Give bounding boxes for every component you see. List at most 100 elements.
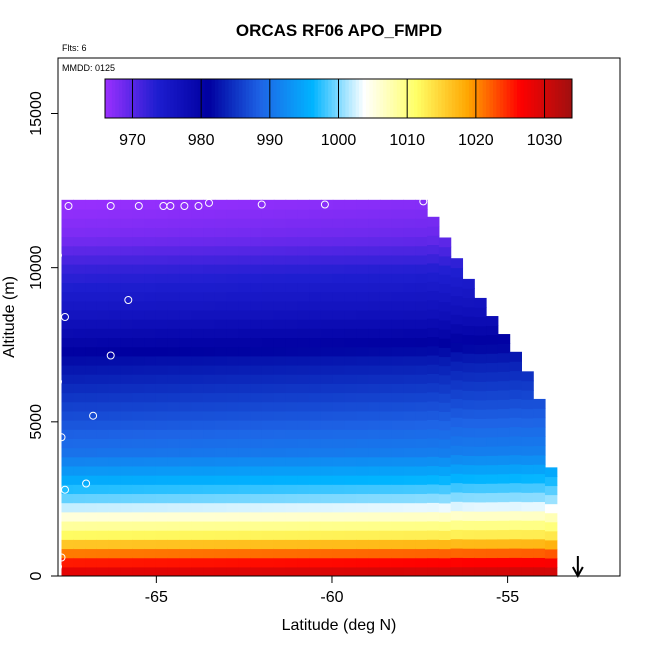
colorbar-swatch (468, 79, 473, 118)
heatmap-cell (332, 429, 346, 439)
heatmap-cell (344, 309, 357, 320)
heatmap-cell (474, 353, 487, 364)
heatmap-cell (214, 227, 228, 238)
heatmap-cell (403, 410, 416, 421)
heatmap-cell (167, 502, 181, 513)
heatmap-cell (474, 446, 487, 457)
colorbar-swatch (537, 79, 542, 118)
heatmap-cell (391, 199, 405, 210)
heatmap-cell (73, 218, 86, 228)
heatmap-cell (203, 557, 216, 568)
heatmap-cell (438, 566, 452, 576)
heatmap-cell (521, 501, 534, 512)
heatmap-cell (474, 529, 487, 540)
heatmap-cell (85, 456, 98, 467)
heatmap-cell (438, 246, 452, 257)
heatmap-cell (285, 291, 298, 302)
heatmap-cell (120, 300, 133, 311)
heatmap-cell (73, 300, 86, 311)
heatmap-cell (96, 438, 110, 449)
heatmap-cell (332, 337, 346, 348)
heatmap-cell (96, 401, 110, 412)
heatmap-cell (379, 520, 393, 531)
heatmap-cell (474, 566, 487, 576)
heatmap-cell (285, 236, 298, 247)
heatmap-cell (297, 383, 310, 394)
heatmap-cell (497, 510, 511, 521)
heatmap-cell (108, 337, 122, 348)
heatmap-cell (438, 493, 452, 504)
heatmap-cell (273, 300, 287, 311)
colorbar-swatch (180, 79, 185, 118)
heatmap-cell (438, 338, 452, 348)
heatmap-cell (309, 273, 322, 283)
heatmap-cell (391, 218, 405, 228)
heatmap-cell (108, 401, 122, 412)
y-tick-label: 10000 (28, 245, 45, 290)
colorbar-swatch (269, 79, 274, 118)
heatmap-cell (450, 361, 464, 371)
heatmap-cell (261, 374, 275, 384)
heatmap-cell (203, 282, 216, 293)
heatmap-cell (214, 447, 228, 458)
heatmap-cell (521, 492, 534, 503)
heatmap-cell (391, 309, 405, 320)
heatmap-cell (120, 355, 133, 366)
heatmap-cell (285, 337, 298, 348)
heatmap-cell (85, 309, 98, 320)
heatmap-cell (544, 503, 558, 514)
heatmap-cell (85, 401, 98, 412)
heatmap-cell (155, 410, 169, 421)
heatmap-cell (155, 227, 169, 238)
heatmap-cell (521, 464, 534, 475)
colorbar-swatch (221, 79, 226, 118)
heatmap-cell (96, 309, 110, 320)
heatmap-cell (73, 273, 86, 283)
heatmap-cell (120, 438, 133, 449)
heatmap-cell (108, 429, 122, 439)
heatmap-cell (379, 309, 393, 320)
heatmap-cell (285, 218, 298, 228)
heatmap-cell (226, 401, 239, 412)
heatmap-cell (438, 502, 452, 513)
heatmap-cell (214, 484, 228, 495)
heatmap-cell (273, 245, 287, 256)
heatmap-cell (486, 343, 499, 354)
heatmap-cell (356, 374, 369, 384)
heatmap-cell (250, 530, 263, 540)
heatmap-cell (144, 410, 157, 421)
heatmap-cell (509, 501, 522, 512)
heatmap-cell (214, 530, 228, 540)
heatmap-cell (273, 264, 287, 274)
heatmap-cell (203, 319, 216, 329)
heatmap-cell (273, 511, 287, 522)
heatmap-cell (238, 548, 251, 559)
heatmap-cell (226, 438, 239, 449)
heatmap-cell (486, 399, 499, 410)
heatmap-cell (226, 199, 239, 210)
heatmap-cell (132, 520, 145, 531)
heatmap-cell (403, 484, 416, 495)
heatmap-cell (320, 346, 334, 357)
heatmap-cell (155, 502, 169, 513)
heatmap-cell (226, 493, 239, 504)
heatmap-cell (332, 282, 346, 293)
heatmap-cell (167, 337, 181, 348)
heatmap-cell (61, 273, 74, 283)
heatmap-cell (509, 407, 522, 418)
heatmap-cell (108, 420, 122, 430)
heatmap-cell (167, 401, 181, 412)
heatmap-cell (391, 254, 405, 265)
heatmap-cell (108, 245, 122, 256)
heatmap-cell (332, 273, 346, 283)
heatmap-cell (191, 511, 204, 522)
colorbar-swatch (534, 79, 539, 118)
heatmap-cell (167, 493, 181, 504)
heatmap-cell (96, 493, 110, 504)
heatmap-cell (368, 337, 381, 348)
heatmap-cell (285, 227, 298, 238)
heatmap-cell (96, 236, 110, 247)
heatmap-cell (73, 429, 86, 439)
colorbar-swatch (225, 79, 230, 118)
heatmap-cell (497, 455, 511, 465)
